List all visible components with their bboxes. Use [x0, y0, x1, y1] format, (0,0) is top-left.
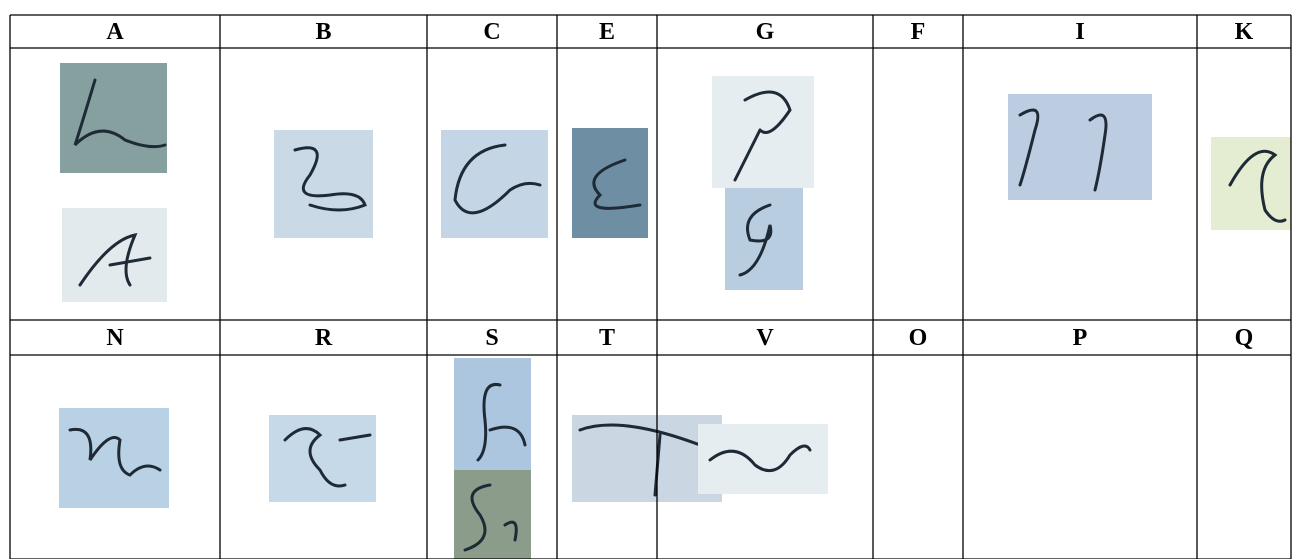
column-header: T [599, 325, 615, 351]
column-header: A [106, 19, 124, 45]
table-grid [9, 14, 1292, 559]
sample-g2 [725, 188, 803, 290]
column-header: I [1075, 19, 1084, 45]
column-header: P [1073, 325, 1088, 351]
sample-r [269, 415, 376, 502]
sample-t [572, 415, 722, 502]
column-header: R [315, 325, 333, 351]
sample-s1 [454, 358, 531, 470]
column-header: N [106, 325, 124, 351]
column-header: S [485, 325, 498, 351]
column-header: B [315, 19, 331, 45]
handwriting-samples [59, 63, 1291, 559]
sample-s2 [454, 470, 531, 559]
sample-i [1008, 94, 1152, 200]
column-header: V [756, 325, 774, 351]
column-header: O [909, 325, 928, 351]
column-header: C [483, 19, 500, 45]
sample-a2 [62, 208, 167, 302]
sample-e [572, 128, 648, 238]
column-header: Q [1235, 325, 1254, 351]
column-header: E [599, 19, 615, 45]
column-header: F [911, 19, 926, 45]
column-header: K [1235, 19, 1254, 45]
sample-g1 [712, 76, 814, 188]
sample-b [274, 130, 373, 238]
column-header: G [756, 19, 775, 45]
sample-v [698, 424, 828, 494]
sample-k [1211, 137, 1291, 230]
sample-c [441, 130, 548, 238]
sample-a1 [60, 63, 167, 173]
sample-n [59, 408, 169, 508]
